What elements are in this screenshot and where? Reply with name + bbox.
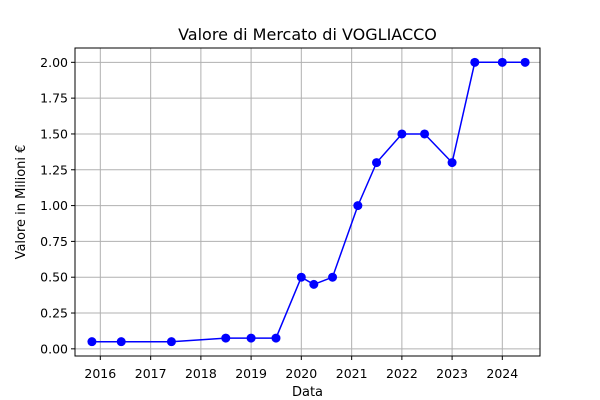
y-tick-label: 1.75 (40, 91, 68, 106)
x-tick-label: 2022 (386, 366, 418, 381)
data-point (470, 57, 480, 67)
series-group (87, 57, 530, 347)
data-point (520, 57, 530, 67)
y-tick-label: 0.50 (40, 270, 68, 285)
x-tick-label: 2018 (185, 366, 217, 381)
data-point (271, 333, 281, 343)
x-tick-label: 2020 (285, 366, 317, 381)
x-tick-label: 2021 (336, 366, 368, 381)
y-tick-label: 1.00 (40, 198, 68, 213)
chart-title: Valore di Mercato di VOGLIACCO (178, 25, 437, 44)
y-tick-label: 1.25 (40, 162, 68, 177)
x-tick-label: 2016 (84, 366, 116, 381)
data-point (296, 272, 306, 282)
data-point (116, 337, 126, 347)
data-point (309, 279, 319, 289)
x-tick-label: 2023 (436, 366, 468, 381)
grid (75, 48, 540, 356)
data-point (447, 158, 457, 168)
x-tick-label: 2017 (135, 366, 167, 381)
data-point (87, 337, 97, 347)
data-point (328, 272, 338, 282)
data-point (497, 57, 507, 67)
data-point (166, 337, 176, 347)
y-tick-label: 1.50 (40, 126, 68, 141)
data-point (372, 158, 382, 168)
y-tick-label: 0.75 (40, 234, 68, 249)
series-line (91, 61, 526, 343)
x-tick-label: 2024 (486, 366, 518, 381)
data-point (353, 201, 363, 211)
data-point (221, 333, 231, 343)
plot-area-frame (74, 47, 541, 357)
axis-ticks: 0.00 0.25 0.50 0.75 1.00 1.25 1.50 1.75 2.00 2016… (40, 55, 518, 381)
data-point (397, 129, 407, 139)
x-tick-label: 2019 (235, 366, 267, 381)
data-point (246, 333, 256, 343)
y-tick-label: 2.00 (40, 55, 68, 70)
y-axis-label: Valore in Milioni € (14, 145, 29, 260)
x-axis-label: Data (292, 385, 323, 400)
y-tick-label: 0.00 (40, 341, 68, 356)
y-tick-label: 0.25 (40, 306, 68, 321)
data-point (420, 129, 430, 139)
